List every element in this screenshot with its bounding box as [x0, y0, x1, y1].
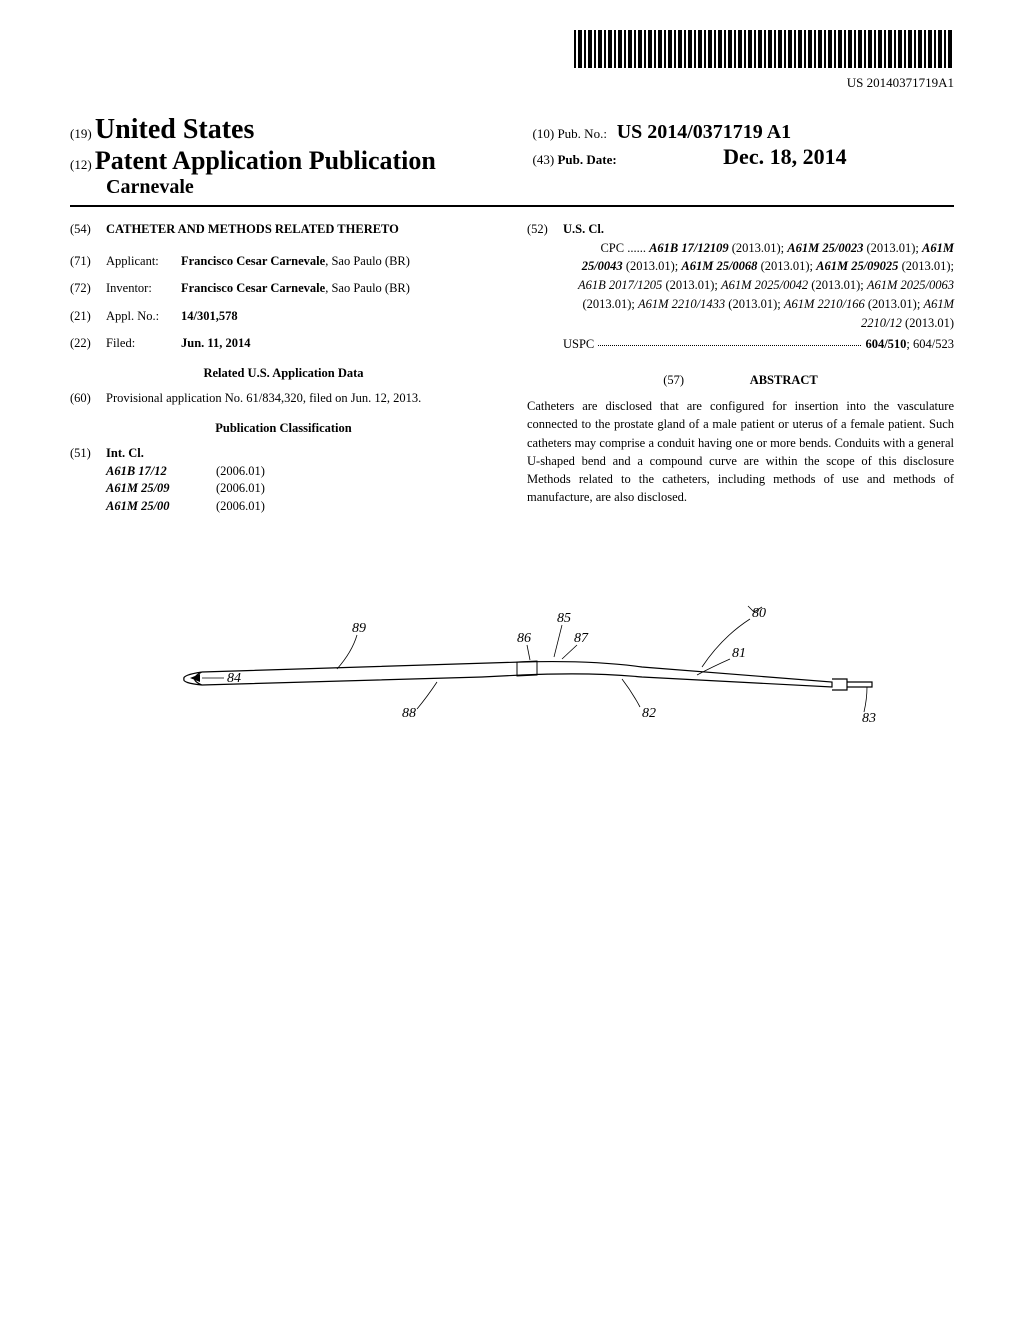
cpc-label: CPC	[600, 241, 624, 255]
abstract-label: ABSTRACT	[750, 373, 818, 387]
uspc-dots	[598, 336, 861, 346]
right-column: (52) U.S. Cl. CPC ...... A61B 17/12109 (…	[527, 221, 954, 517]
uspc-value-rest: ; 604/523	[906, 336, 954, 354]
lead-84: 84	[227, 671, 241, 686]
applicant-loc: , Sao Paulo (BR)	[325, 254, 410, 268]
pub-no-num: (10)	[533, 126, 555, 141]
lead-86: 86	[517, 631, 531, 646]
appl-num: (21)	[70, 308, 106, 326]
uspc-label: USPC	[563, 336, 594, 354]
doc-type-num: (12)	[70, 157, 92, 172]
applicant-name: Francisco Cesar Carnevale	[181, 254, 325, 268]
inventor-loc: , Sao Paulo (BR)	[325, 281, 410, 295]
us-cl-num: (52)	[527, 221, 563, 354]
uspc-value-bold: 604/510	[865, 336, 906, 354]
title-num: (54)	[70, 221, 106, 239]
inventor-label: Inventor:	[106, 280, 181, 298]
appl-value: 14/301,578	[181, 308, 497, 326]
appl-label: Appl. No.:	[106, 308, 181, 326]
doc-type: Patent Application Publication	[95, 146, 436, 175]
lead-80: 80	[752, 606, 766, 621]
left-column: (54) CATHETER AND METHODS RELATED THERET…	[70, 221, 497, 517]
filed-label: Filed:	[106, 335, 181, 353]
pub-no-value: US 2014/0371719 A1	[617, 121, 791, 143]
provisional-num: (60)	[70, 390, 106, 408]
int-cl-label: Int. Cl.	[106, 445, 497, 463]
jurisdiction: United States	[95, 114, 254, 145]
inventor-name: Francisco Cesar Carnevale	[181, 281, 325, 295]
pub-class-header: Publication Classification	[70, 420, 497, 438]
inventor-num: (72)	[70, 280, 106, 298]
invention-title: CATHETER AND METHODS RELATED THERETO	[106, 221, 497, 239]
lead-81: 81	[732, 646, 746, 661]
filed-value: Jun. 11, 2014	[181, 335, 497, 353]
int-cl-row: A61M 25/09(2006.01)	[106, 480, 497, 498]
applicant-num: (71)	[70, 253, 106, 271]
content-columns: (54) CATHETER AND METHODS RELATED THERET…	[70, 221, 954, 517]
us-cl-label: U.S. Cl.	[563, 221, 954, 239]
lead-88: 88	[402, 706, 416, 721]
lead-82: 82	[642, 706, 656, 721]
int-cl-row: A61B 17/12(2006.01)	[106, 463, 497, 481]
document-header: (19) United States (12) Patent Applicati…	[70, 93, 954, 207]
pub-date-value: Dec. 18, 2014	[723, 144, 846, 169]
abstract-text: Catheters are disclosed that are configu…	[527, 397, 954, 506]
int-cl-row: A61M 25/00(2006.01)	[106, 498, 497, 516]
lead-87: 87	[574, 631, 589, 646]
lead-89: 89	[352, 621, 366, 636]
barcode-graphic	[574, 30, 954, 68]
cpc-text: ...... A61B 17/12109 (2013.01); A61M 25/…	[578, 241, 954, 330]
pub-date-label: Pub. Date:	[557, 152, 616, 167]
jurisdiction-num: (19)	[70, 126, 92, 141]
catheter-figure: 89 85 86 87 80 81 84 88 82 83	[142, 587, 882, 767]
patent-drawing: 89 85 86 87 80 81 84 88 82 83	[70, 587, 954, 772]
lead-85: 85	[557, 611, 571, 626]
pub-date-num: (43)	[533, 152, 555, 167]
related-data-header: Related U.S. Application Data	[70, 365, 497, 383]
filed-num: (22)	[70, 335, 106, 353]
provisional-text: Provisional application No. 61/834,320, …	[106, 390, 497, 408]
abstract-num: (57)	[663, 373, 684, 387]
int-cl-num: (51)	[70, 445, 106, 515]
barcode-text: US 20140371719A1	[70, 75, 954, 91]
pub-no-label: Pub. No.:	[557, 126, 606, 141]
lead-83: 83	[862, 711, 876, 726]
barcode-section: US 20140371719A1	[70, 30, 954, 91]
cpc-block: CPC ...... A61B 17/12109 (2013.01); A61M…	[563, 239, 954, 333]
applicant-label: Applicant:	[106, 253, 181, 271]
header-inventor-surname: Carnevale	[70, 176, 513, 199]
